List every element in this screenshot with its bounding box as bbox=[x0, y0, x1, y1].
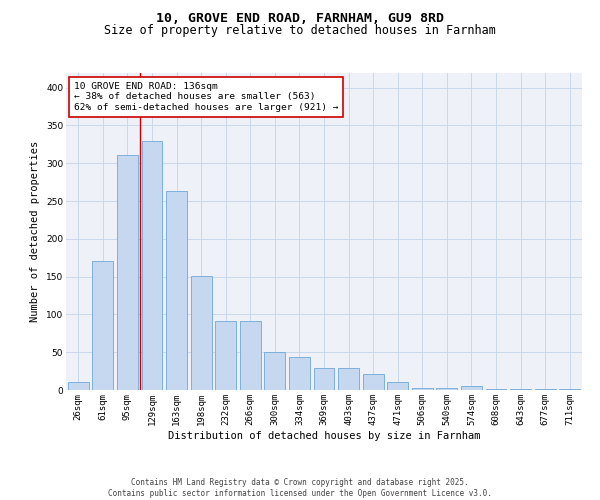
Text: 10, GROVE END ROAD, FARNHAM, GU9 8RD: 10, GROVE END ROAD, FARNHAM, GU9 8RD bbox=[156, 12, 444, 26]
Bar bbox=[559, 389, 580, 390]
Bar bbox=[412, 388, 433, 390]
Bar bbox=[68, 382, 89, 390]
Bar bbox=[338, 368, 359, 390]
Text: Size of property relative to detached houses in Farnham: Size of property relative to detached ho… bbox=[104, 24, 496, 37]
Bar bbox=[436, 388, 457, 390]
Text: Contains HM Land Registry data © Crown copyright and database right 2025.
Contai: Contains HM Land Registry data © Crown c… bbox=[108, 478, 492, 498]
Y-axis label: Number of detached properties: Number of detached properties bbox=[31, 140, 40, 322]
Bar bbox=[265, 352, 286, 390]
Bar bbox=[215, 321, 236, 390]
Bar bbox=[485, 389, 506, 390]
Bar bbox=[166, 191, 187, 390]
Bar bbox=[510, 389, 531, 390]
Bar bbox=[92, 262, 113, 390]
Bar bbox=[362, 374, 383, 390]
Bar bbox=[289, 358, 310, 390]
Bar bbox=[191, 276, 212, 390]
Bar bbox=[461, 386, 482, 390]
X-axis label: Distribution of detached houses by size in Farnham: Distribution of detached houses by size … bbox=[168, 430, 480, 440]
Bar bbox=[387, 382, 408, 390]
Bar bbox=[142, 142, 163, 390]
Bar bbox=[240, 321, 261, 390]
Bar bbox=[314, 368, 334, 390]
Bar bbox=[535, 389, 556, 390]
Bar bbox=[117, 155, 138, 390]
Text: 10 GROVE END ROAD: 136sqm
← 38% of detached houses are smaller (563)
62% of semi: 10 GROVE END ROAD: 136sqm ← 38% of detac… bbox=[74, 82, 338, 112]
